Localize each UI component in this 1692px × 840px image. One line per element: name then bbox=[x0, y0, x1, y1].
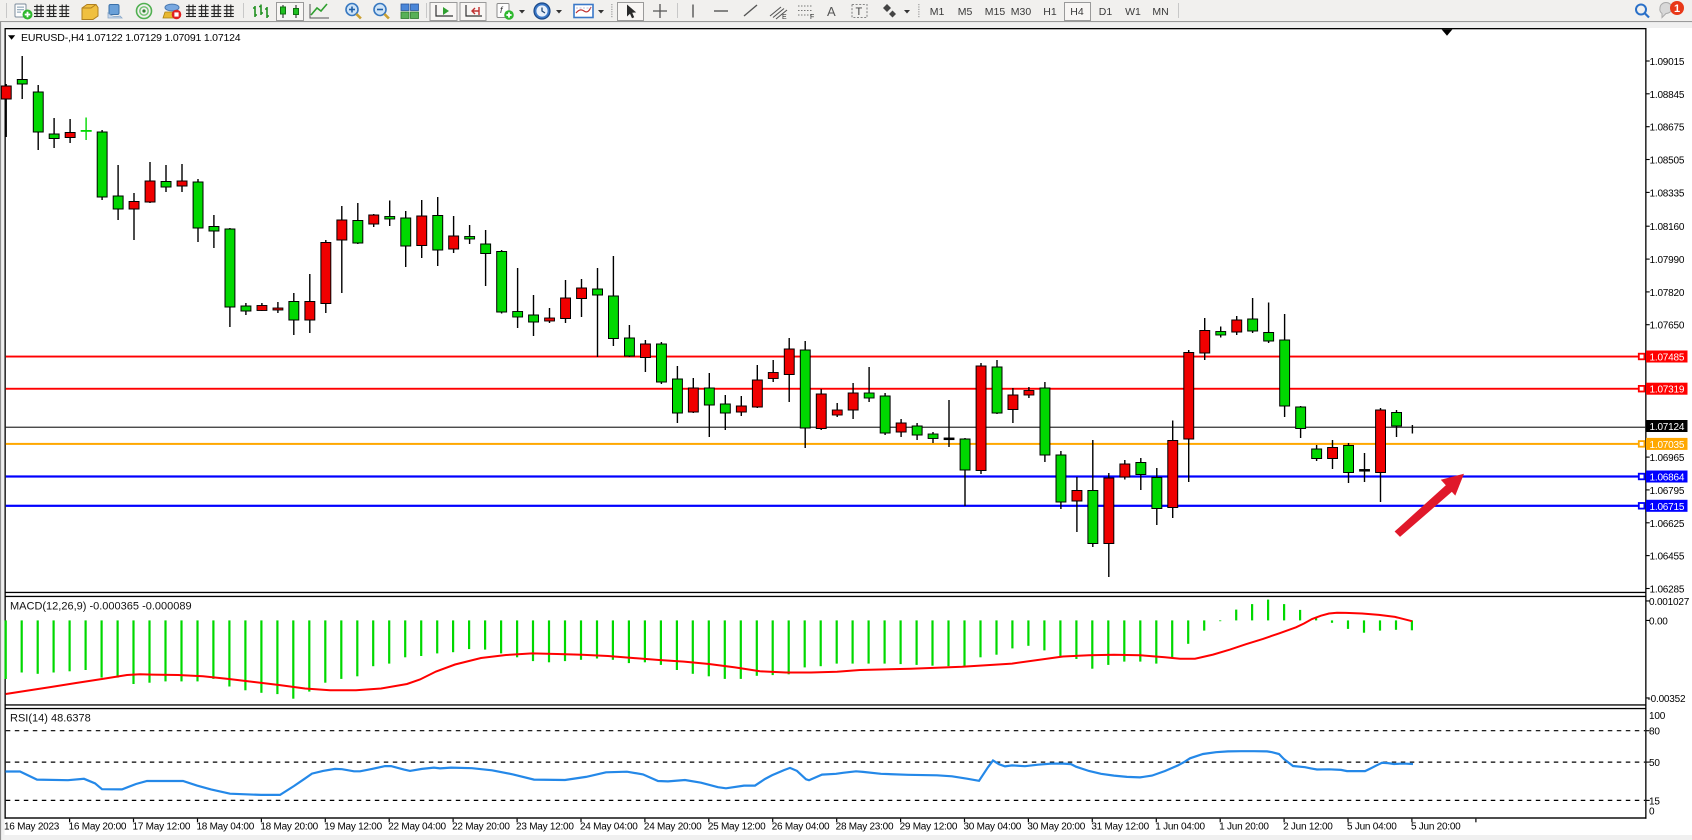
svg-text:0.001027: 0.001027 bbox=[1649, 597, 1690, 608]
svg-text:30 May 20:00: 30 May 20:00 bbox=[1027, 822, 1085, 833]
svg-text:A: A bbox=[827, 4, 836, 19]
svg-text:1.08505: 1.08505 bbox=[1650, 156, 1685, 167]
svg-text:16 May 2023: 16 May 2023 bbox=[4, 822, 60, 833]
svg-text:18 May 04:00: 18 May 04:00 bbox=[196, 822, 254, 833]
svg-text:16 May 20:00: 16 May 20:00 bbox=[69, 822, 127, 833]
svg-text:M30: M30 bbox=[1011, 6, 1032, 18]
svg-text:1.07319: 1.07319 bbox=[1650, 385, 1685, 396]
svg-text:29 May 12:00: 29 May 12:00 bbox=[900, 822, 958, 833]
svg-text:50: 50 bbox=[1649, 758, 1660, 769]
svg-text:1.07124: 1.07124 bbox=[1650, 422, 1685, 433]
svg-text:1.07035: 1.07035 bbox=[1650, 440, 1685, 451]
svg-text:1.07990: 1.07990 bbox=[1650, 255, 1685, 266]
svg-text:E: E bbox=[782, 14, 787, 21]
svg-text:RSI(14) 48.6378: RSI(14) 48.6378 bbox=[10, 713, 91, 725]
svg-text:2 Jun 12:00: 2 Jun 12:00 bbox=[1283, 822, 1333, 833]
svg-text:M1: M1 bbox=[930, 6, 945, 18]
svg-text:M15: M15 bbox=[985, 6, 1006, 18]
svg-text:100: 100 bbox=[1649, 711, 1666, 722]
svg-text:1.08335: 1.08335 bbox=[1650, 188, 1685, 199]
svg-text:0: 0 bbox=[1649, 807, 1655, 818]
svg-text:1.06625: 1.06625 bbox=[1650, 519, 1685, 530]
svg-text:28 May 23:00: 28 May 23:00 bbox=[836, 822, 894, 833]
svg-text:17 May 12:00: 17 May 12:00 bbox=[133, 822, 191, 833]
svg-text:1.06285: 1.06285 bbox=[1650, 585, 1685, 596]
svg-text:1.06864: 1.06864 bbox=[1650, 473, 1685, 484]
svg-text:5 Jun 20:00: 5 Jun 20:00 bbox=[1411, 822, 1461, 833]
svg-text:f: f bbox=[500, 5, 504, 15]
svg-text:5 Jun 04:00: 5 Jun 04:00 bbox=[1347, 822, 1397, 833]
svg-text:1.07650: 1.07650 bbox=[1650, 321, 1685, 332]
svg-text:M5: M5 bbox=[958, 6, 973, 18]
svg-text:30 May 04:00: 30 May 04:00 bbox=[964, 822, 1022, 833]
svg-text:22 May 04:00: 22 May 04:00 bbox=[388, 822, 446, 833]
svg-text:1: 1 bbox=[1674, 3, 1680, 15]
svg-text:1.06965: 1.06965 bbox=[1650, 453, 1685, 464]
svg-text:26 May 04:00: 26 May 04:00 bbox=[772, 822, 830, 833]
svg-text:19 May 12:00: 19 May 12:00 bbox=[324, 822, 382, 833]
svg-text:1.07122 1.07129 1.07091 1.0712: 1.07122 1.07129 1.07091 1.07124 bbox=[86, 32, 241, 44]
svg-text:H4: H4 bbox=[1070, 6, 1084, 18]
svg-text:22 May 20:00: 22 May 20:00 bbox=[452, 822, 510, 833]
svg-text:24 May 04:00: 24 May 04:00 bbox=[580, 822, 638, 833]
svg-text:F: F bbox=[810, 14, 814, 21]
svg-text:1.09015: 1.09015 bbox=[1650, 57, 1685, 68]
svg-text:31 May 12:00: 31 May 12:00 bbox=[1091, 822, 1149, 833]
svg-text:15: 15 bbox=[1649, 796, 1660, 807]
svg-text:0.00: 0.00 bbox=[1649, 617, 1668, 628]
svg-text:80: 80 bbox=[1649, 727, 1660, 738]
svg-text:1 Jun 04:00: 1 Jun 04:00 bbox=[1155, 822, 1205, 833]
svg-text:T: T bbox=[856, 6, 863, 18]
svg-text:1.07820: 1.07820 bbox=[1650, 288, 1685, 299]
svg-text:H1: H1 bbox=[1043, 6, 1057, 18]
svg-text:W1: W1 bbox=[1125, 6, 1141, 18]
svg-text:25 May 12:00: 25 May 12:00 bbox=[708, 822, 766, 833]
svg-text:-0.00352: -0.00352 bbox=[1648, 694, 1687, 705]
svg-text:EURUSD-,H4: EURUSD-,H4 bbox=[21, 32, 84, 44]
svg-text:1.06455: 1.06455 bbox=[1650, 552, 1685, 563]
svg-text:1.08845: 1.08845 bbox=[1650, 90, 1685, 101]
svg-text:MACD(12,26,9) -0.000365 -0.000: MACD(12,26,9) -0.000365 -0.000089 bbox=[10, 601, 192, 613]
svg-text:1.08675: 1.08675 bbox=[1650, 123, 1685, 134]
svg-text:23 May 12:00: 23 May 12:00 bbox=[516, 822, 574, 833]
svg-text:MN: MN bbox=[1152, 6, 1168, 18]
svg-text:1.07485: 1.07485 bbox=[1650, 353, 1685, 364]
svg-text:1.06795: 1.06795 bbox=[1650, 486, 1685, 497]
svg-text:1.06715: 1.06715 bbox=[1650, 502, 1685, 513]
svg-text:24 May 20:00: 24 May 20:00 bbox=[644, 822, 702, 833]
svg-text:1 Jun 20:00: 1 Jun 20:00 bbox=[1219, 822, 1269, 833]
svg-text:1.08160: 1.08160 bbox=[1650, 222, 1685, 233]
svg-text:D1: D1 bbox=[1099, 6, 1113, 18]
svg-text:18 May 20:00: 18 May 20:00 bbox=[260, 822, 318, 833]
